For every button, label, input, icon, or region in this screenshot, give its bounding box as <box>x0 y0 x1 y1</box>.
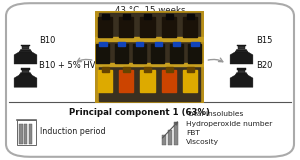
Bar <box>118 42 125 46</box>
Bar <box>119 70 134 92</box>
Bar <box>133 44 146 63</box>
Bar <box>99 42 106 46</box>
Bar <box>191 42 199 46</box>
Bar <box>96 44 109 63</box>
Bar <box>183 70 197 92</box>
Bar <box>119 17 134 37</box>
Bar <box>187 14 194 20</box>
Polygon shape <box>230 52 253 64</box>
Polygon shape <box>230 75 253 87</box>
Polygon shape <box>237 68 246 70</box>
Polygon shape <box>21 68 30 70</box>
Bar <box>187 67 194 72</box>
Bar <box>19 124 22 144</box>
Bar <box>168 130 172 145</box>
Polygon shape <box>19 49 32 52</box>
Text: B15: B15 <box>256 36 272 45</box>
Polygon shape <box>21 44 30 46</box>
Bar <box>173 42 180 46</box>
Polygon shape <box>238 46 245 49</box>
Polygon shape <box>14 75 37 87</box>
FancyBboxPatch shape <box>6 3 294 157</box>
Text: Induction period: Induction period <box>40 128 106 136</box>
Bar <box>162 70 176 92</box>
Bar <box>102 67 109 72</box>
Bar <box>140 70 155 92</box>
Bar <box>29 124 32 144</box>
Bar <box>151 44 164 63</box>
Polygon shape <box>19 73 32 75</box>
Bar <box>136 42 143 46</box>
Bar <box>123 67 130 72</box>
Polygon shape <box>22 46 29 49</box>
Bar <box>94 37 204 41</box>
Text: 43 °C, 15 weeks: 43 °C, 15 weeks <box>115 6 185 15</box>
Bar <box>94 63 204 66</box>
Bar <box>16 120 36 145</box>
Text: Principal component 1 (63%): Principal component 1 (63%) <box>69 108 210 117</box>
Bar <box>154 42 162 46</box>
Bar <box>144 14 152 20</box>
Polygon shape <box>235 73 248 75</box>
Polygon shape <box>237 44 246 46</box>
Bar <box>166 67 173 72</box>
Bar <box>188 44 201 63</box>
Bar <box>183 17 197 37</box>
Bar <box>98 17 112 37</box>
Text: FBT: FBT <box>186 130 200 136</box>
Text: Hydroperoxide number: Hydroperoxide number <box>186 120 272 127</box>
Text: Viscosity: Viscosity <box>186 139 219 145</box>
Text: B10 + 5% HVO: B10 + 5% HVO <box>39 61 102 70</box>
Polygon shape <box>22 70 29 73</box>
Text: B10: B10 <box>39 36 56 45</box>
Bar <box>166 14 173 20</box>
Bar <box>140 17 155 37</box>
Bar <box>102 14 109 20</box>
Text: Total insolubles: Total insolubles <box>186 111 243 117</box>
Bar <box>144 67 152 72</box>
Polygon shape <box>235 49 248 52</box>
Bar <box>162 135 166 145</box>
Bar <box>24 124 27 144</box>
Bar <box>123 14 130 20</box>
Bar <box>115 44 128 63</box>
Bar <box>98 70 112 92</box>
Polygon shape <box>238 70 245 73</box>
Polygon shape <box>14 52 37 64</box>
Bar <box>174 122 178 145</box>
Bar <box>162 17 176 37</box>
Bar <box>170 44 183 63</box>
Text: B20: B20 <box>256 61 272 70</box>
